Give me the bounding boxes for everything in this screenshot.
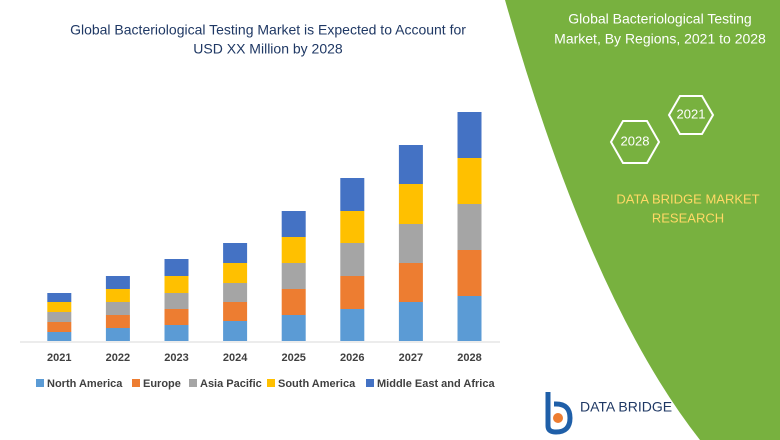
bar-segment bbox=[457, 158, 482, 204]
end-year: 2028 bbox=[621, 133, 650, 148]
start-year: 2021 bbox=[677, 106, 706, 121]
bar-segment bbox=[223, 283, 248, 302]
logo-dot bbox=[553, 413, 563, 423]
bar-segment bbox=[164, 309, 189, 325]
legend-label: Middle East and Africa bbox=[377, 378, 495, 390]
legend-label: North America bbox=[47, 378, 123, 390]
logo-text: DATA BRIDGE bbox=[580, 399, 672, 415]
x-tick-label: 2024 bbox=[223, 352, 248, 364]
legend-label: Europe bbox=[143, 378, 181, 390]
bar-segment bbox=[457, 250, 482, 296]
bar-segment bbox=[340, 243, 365, 276]
x-tick-label: 2022 bbox=[106, 352, 130, 364]
bar-segment bbox=[281, 289, 306, 315]
x-tick-label: 2021 bbox=[47, 352, 71, 364]
bar-segment bbox=[398, 263, 423, 302]
x-tick-label: 2028 bbox=[457, 352, 481, 364]
x-tick-label: 2027 bbox=[399, 352, 423, 364]
bar-segment bbox=[340, 309, 365, 341]
bar-segment bbox=[47, 312, 72, 322]
bar-segment bbox=[164, 293, 189, 309]
bar-segment bbox=[223, 243, 248, 263]
hexagon bbox=[667, 95, 715, 135]
panel-title-line-2: Market, By Regions, 2021 to 2028 bbox=[554, 31, 766, 47]
bar-segment bbox=[223, 302, 248, 321]
bar-segment bbox=[105, 276, 130, 289]
bar-segment bbox=[457, 204, 482, 250]
brand-line-1: DATA BRIDGE MARKET bbox=[616, 191, 759, 206]
bar-segment bbox=[164, 325, 189, 341]
legend-label: Asia Pacific bbox=[200, 378, 262, 390]
legend-swatch bbox=[366, 379, 374, 387]
bar-segment bbox=[398, 145, 423, 184]
bar-segment bbox=[281, 211, 306, 237]
logo: DATA BRIDGE bbox=[545, 392, 672, 435]
bar-segment bbox=[457, 296, 482, 341]
legend-swatch bbox=[132, 379, 140, 387]
chart-title-line-2: USD XX Million by 2028 bbox=[193, 41, 343, 57]
bar-segment bbox=[47, 332, 72, 341]
legend-label: South America bbox=[278, 378, 356, 390]
bar-segment bbox=[340, 211, 365, 243]
bar-segment bbox=[398, 302, 423, 341]
logo-mark bbox=[545, 392, 573, 435]
legend-swatch bbox=[36, 379, 44, 387]
bar-segment bbox=[340, 276, 365, 309]
bar-segment bbox=[281, 237, 306, 263]
legend-swatch bbox=[189, 379, 197, 387]
brand-line-2: RESEARCH bbox=[652, 210, 724, 225]
bar-segment bbox=[105, 328, 130, 341]
bar-segment bbox=[164, 276, 189, 293]
bar-segment bbox=[281, 315, 306, 341]
x-tick-label: 2023 bbox=[164, 352, 188, 364]
x-tick-label: 2026 bbox=[340, 352, 364, 364]
bar-segment bbox=[223, 263, 248, 283]
chart-title-line-1: Global Bacteriological Testing Market is… bbox=[70, 22, 466, 38]
hexagon bbox=[609, 120, 661, 164]
bar-segment bbox=[47, 302, 72, 312]
x-tick-label: 2025 bbox=[281, 352, 305, 364]
bar-segment bbox=[164, 259, 189, 276]
legend-swatch bbox=[267, 379, 275, 387]
bar-segment bbox=[457, 112, 482, 158]
panel-title-line-1: Global Bacteriological Testing bbox=[568, 11, 751, 27]
bar-segment bbox=[398, 184, 423, 224]
bar-segment bbox=[47, 293, 72, 302]
bar-segment bbox=[105, 315, 130, 328]
bar-segment bbox=[105, 302, 130, 315]
bar-segment bbox=[47, 322, 72, 332]
bar-segment bbox=[281, 263, 306, 289]
bar-segment bbox=[223, 321, 248, 341]
bar-segment bbox=[398, 224, 423, 263]
bar-segment bbox=[105, 289, 130, 302]
bar-segment bbox=[340, 178, 365, 211]
